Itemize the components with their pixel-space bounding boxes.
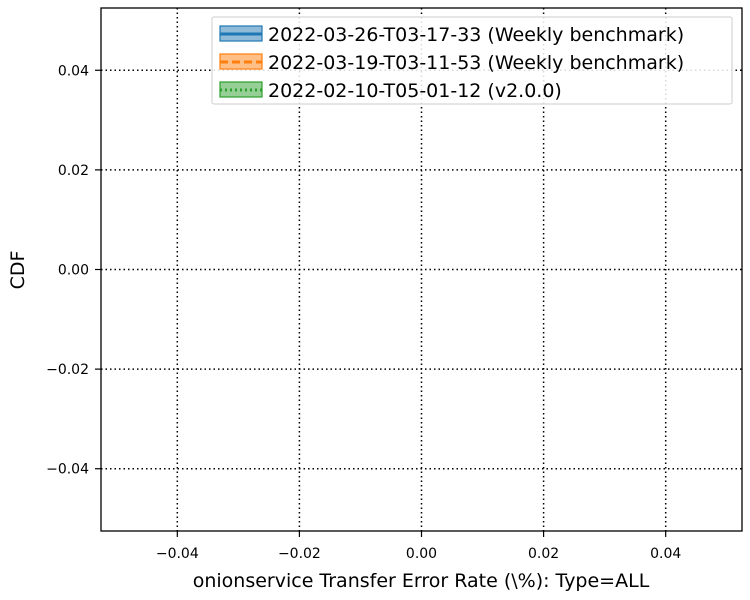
y-tick-label: 0.00 [58, 263, 89, 279]
x-axis-label: onionservice Transfer Error Rate (\%): T… [193, 570, 650, 592]
legend-entry: 2022-03-26-T03-17-33 (Weekly benchmark) [219, 24, 684, 46]
y-tick-label: −0.04 [46, 462, 89, 478]
x-tick-label: −0.04 [156, 546, 199, 562]
x-tick-label: −0.02 [278, 546, 321, 562]
legend-label: 2022-03-19-T03-11-53 (Weekly benchmark) [268, 52, 684, 74]
legend: 2022-03-26-T03-17-33 (Weekly benchmark) 2… [211, 16, 733, 105]
legend-label: 2022-02-10-T05-01-12 (v2.0.0) [268, 80, 562, 102]
x-tick-label: 0.02 [528, 546, 559, 562]
legend-box [211, 16, 733, 105]
y-tick-label: −0.02 [46, 362, 89, 378]
y-axis-label: CDF [7, 251, 29, 290]
y-tick-label: 0.02 [58, 163, 89, 179]
legend-entry: 2022-02-10-T05-01-12 (v2.0.0) [219, 80, 562, 102]
x-tick-label: 0.00 [406, 546, 437, 562]
x-tick-label: 0.04 [650, 546, 681, 562]
axis-ticks: −0.04 −0.02 0.00 0.02 0.04 −0.04 −0.02 0.00 0.02… [46, 63, 681, 562]
legend-entry: 2022-03-19-T03-11-53 (Weekly benchmark) [219, 52, 684, 74]
y-tick-label: 0.04 [58, 63, 89, 79]
legend-label: 2022-03-26-T03-17-33 (Weekly benchmark) [268, 24, 684, 46]
